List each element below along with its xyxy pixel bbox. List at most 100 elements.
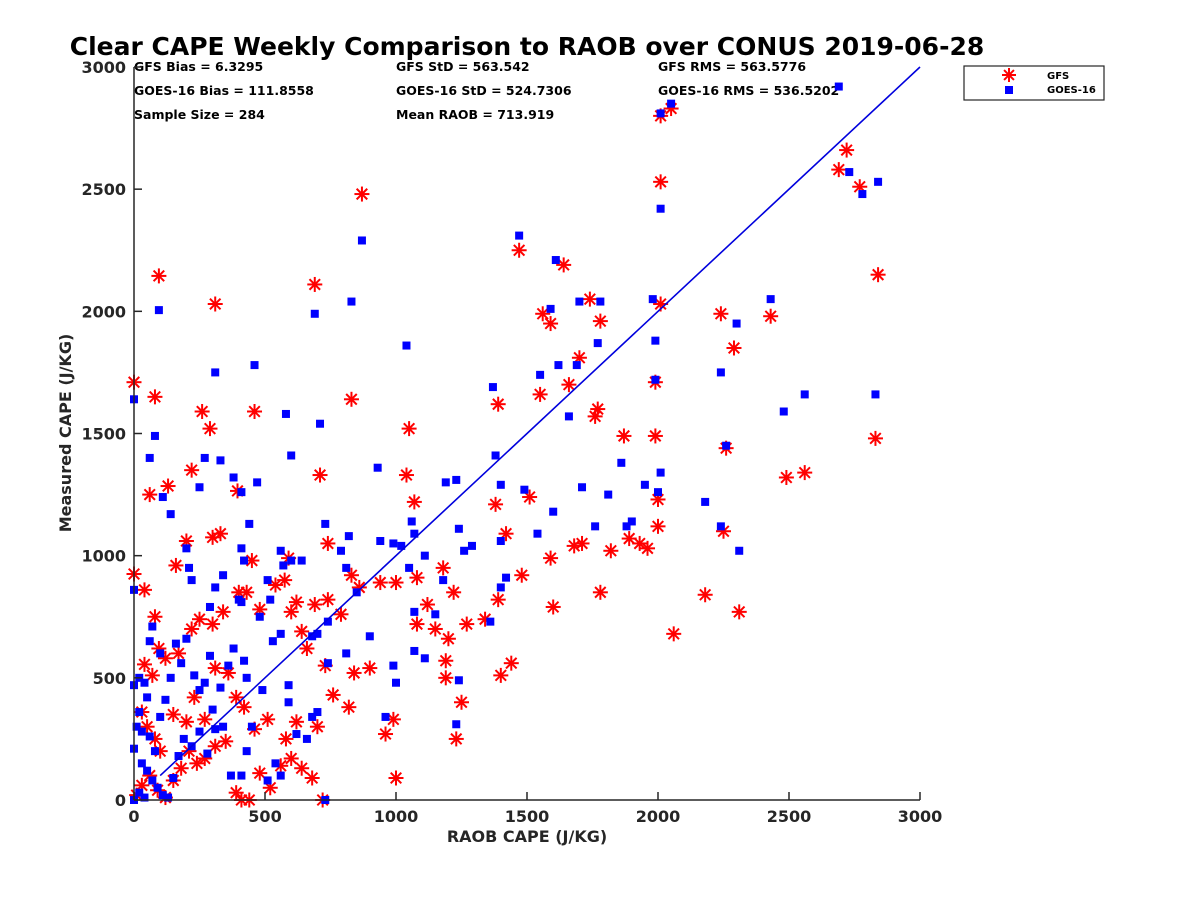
gfs-point [378, 726, 394, 742]
x-tick-label: 500 [248, 807, 281, 826]
goes16-point [145, 637, 154, 646]
goes16-point [205, 651, 214, 660]
goes16-point [195, 727, 204, 736]
gfs-point [136, 582, 152, 598]
gfs-point [147, 389, 163, 405]
goes16-point [156, 712, 165, 721]
gfs-point [212, 526, 228, 542]
goes16-point [313, 708, 322, 717]
gfs-point [839, 142, 855, 158]
goes16-point [177, 659, 186, 668]
gfs-point [419, 597, 435, 613]
gfs-point [184, 462, 200, 478]
goes16-point [554, 361, 563, 370]
goes16-point [591, 522, 600, 531]
gfs-point [228, 689, 244, 705]
goes16-point [224, 661, 233, 670]
goes16-point [297, 556, 306, 565]
gfs-point [218, 733, 234, 749]
gfs-point [590, 401, 606, 417]
goes16-point [389, 539, 398, 548]
goes16-point [313, 629, 322, 638]
goes16-point [496, 480, 505, 489]
goes16-point [237, 544, 246, 553]
series-gfs [126, 101, 886, 808]
goes16-point [195, 483, 204, 492]
gfs-point [354, 186, 370, 202]
plot-area [126, 66, 921, 808]
gfs-point [650, 518, 666, 534]
gfs-point [309, 719, 325, 735]
goes16-point [640, 480, 649, 489]
goes16-point [564, 412, 573, 421]
goes16-point [310, 309, 319, 318]
goes16-point [200, 453, 209, 462]
gfs-point [493, 667, 509, 683]
gfs-point [488, 496, 504, 512]
gfs-point [653, 174, 669, 190]
gfs-point [312, 467, 328, 483]
gfs-point [454, 694, 469, 710]
gfs-point [616, 428, 632, 444]
goes16-point [211, 725, 220, 734]
goes16-point [164, 793, 173, 802]
stat-text: Mean RAOB = 713.919 [396, 107, 554, 122]
gfs-point [561, 377, 577, 393]
goes16-point [148, 776, 157, 785]
goes16-point [410, 529, 419, 538]
x-tick-label: 3000 [898, 807, 943, 826]
gfs-point [543, 316, 559, 332]
gfs-point [778, 469, 794, 485]
gfs-point [438, 653, 454, 669]
goes16-point [182, 634, 191, 643]
goes16-point [502, 573, 511, 582]
stat-text: GOES-16 Bias = 111.8558 [134, 83, 314, 98]
y-tick-label: 2500 [81, 180, 126, 199]
goes16-point [323, 617, 332, 626]
goes16-point [336, 546, 345, 555]
goes16-point [284, 681, 293, 690]
gfs-point [333, 606, 349, 622]
goes16-point [153, 783, 162, 792]
gfs-point [304, 770, 320, 786]
gfs-point [388, 575, 404, 591]
gfs-point [207, 660, 223, 676]
goes16-point [323, 659, 332, 668]
gfs-point [139, 719, 155, 735]
goes16-point [617, 458, 626, 467]
gfs-point [459, 616, 475, 632]
gfs-point [490, 396, 506, 412]
stat-text: GFS RMS = 563.5776 [658, 59, 806, 74]
one-to-one-line [159, 66, 921, 777]
goes16-point [858, 190, 867, 199]
gfs-point [197, 711, 213, 727]
goes16-point [410, 607, 419, 616]
goes16-point [302, 734, 311, 743]
gfs-point [731, 604, 747, 620]
goes16-point [242, 673, 251, 682]
gfs-point [448, 731, 464, 747]
gfs-point [178, 714, 194, 730]
goes16-point [496, 537, 505, 546]
goes16-point [454, 524, 463, 533]
goes16-point [279, 561, 288, 570]
gfs-point [160, 478, 176, 494]
gfs-point [142, 487, 158, 503]
goes16-point [240, 656, 249, 665]
gfs-point [189, 755, 205, 771]
gfs-point [632, 535, 648, 551]
goes16-point [467, 541, 476, 550]
goes16-point [226, 771, 235, 780]
goes16-point [140, 793, 149, 802]
goes16-point [166, 673, 175, 682]
goes16-point [316, 419, 325, 428]
goes16-point [452, 720, 461, 729]
y-tick-label: 1000 [81, 547, 126, 566]
goes16-point [452, 475, 461, 484]
goes16-point [250, 361, 259, 370]
gfs-point [697, 587, 713, 603]
gfs-point [406, 494, 422, 510]
goes16-point [247, 722, 256, 731]
goes16-point [656, 109, 665, 118]
goes16-point [651, 375, 660, 384]
